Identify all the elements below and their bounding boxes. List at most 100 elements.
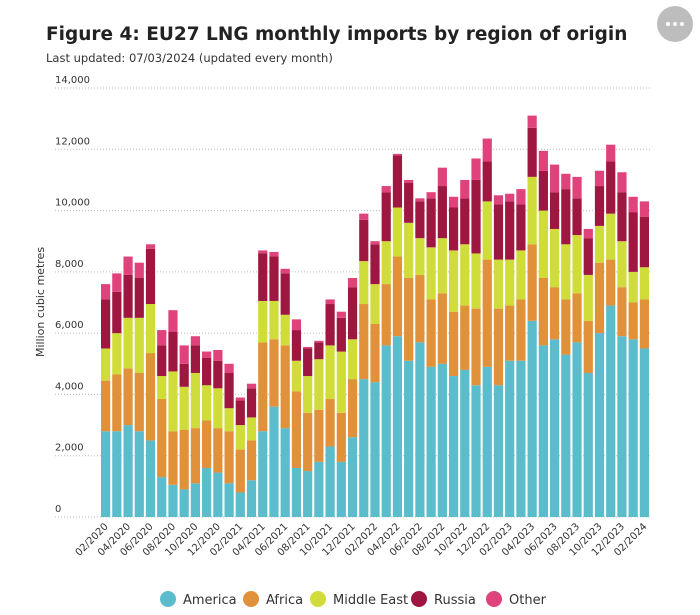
bar-segment xyxy=(516,360,526,517)
bar-segment xyxy=(145,440,156,517)
bar-segment xyxy=(235,449,245,493)
bar-segment xyxy=(101,299,111,349)
bar-segment xyxy=(572,198,582,236)
bar-segment xyxy=(404,179,414,183)
bar-segment xyxy=(617,241,627,288)
bar-segment xyxy=(123,317,133,369)
bar-segment xyxy=(246,388,257,418)
bar-segment xyxy=(258,253,268,301)
bar-segment xyxy=(213,428,223,473)
bar-segment xyxy=(112,431,122,517)
bar-segment xyxy=(493,308,504,386)
bar-segment xyxy=(404,277,414,361)
bar-segment xyxy=(381,192,391,242)
bar-segment xyxy=(415,201,425,239)
bar-segment xyxy=(269,300,279,340)
y-tick-label: 6,000 xyxy=(55,320,84,331)
bar-segment xyxy=(359,261,369,305)
bar-segment xyxy=(325,299,335,305)
menu-button[interactable] xyxy=(657,6,693,42)
bar-segment xyxy=(246,383,257,389)
bar-segment xyxy=(606,305,616,517)
bar-segment xyxy=(246,480,257,517)
bar-segment xyxy=(505,360,515,517)
legend-swatch xyxy=(160,591,176,607)
bar-segment xyxy=(594,333,605,517)
legend-label: Middle East xyxy=(333,593,408,608)
bar-segment xyxy=(482,366,492,517)
bar-segment xyxy=(359,379,369,517)
bar-segment xyxy=(392,336,403,517)
y-axis-label: Million cubic metres xyxy=(34,247,47,357)
bar-segment xyxy=(280,345,290,429)
bar-segment xyxy=(101,348,111,381)
bar-segment xyxy=(471,385,481,517)
bar-segment xyxy=(325,399,335,447)
bar-segment xyxy=(246,417,257,441)
bar-segment xyxy=(280,428,290,517)
bar-segment xyxy=(145,248,156,305)
bar-segment xyxy=(628,271,638,303)
bar-segment xyxy=(303,376,313,413)
bar-segment xyxy=(505,201,515,260)
bar-segment xyxy=(606,161,616,214)
y-tick-label: 12,000 xyxy=(55,136,90,147)
bar-segment xyxy=(426,366,436,517)
bar-segment xyxy=(123,368,133,426)
y-tick-label: 14,000 xyxy=(55,75,90,86)
bar-segment xyxy=(426,247,436,300)
bar-segment xyxy=(179,345,189,364)
bar-segment xyxy=(269,251,279,257)
bar-segment xyxy=(527,176,537,245)
bar-segment xyxy=(460,244,470,306)
bar-segment xyxy=(325,304,335,346)
bar-segment xyxy=(168,431,178,485)
bar-segment xyxy=(101,380,111,432)
bar-segment xyxy=(448,311,459,377)
bar-segment xyxy=(314,409,324,462)
bar-segment xyxy=(336,351,346,413)
bar-segment xyxy=(179,363,189,387)
bar-segment xyxy=(505,305,515,361)
bar-segment xyxy=(224,431,234,484)
bar-segment xyxy=(493,195,504,205)
y-tick-label: 8,000 xyxy=(55,259,84,270)
bar-segment xyxy=(157,477,167,517)
legend-swatch xyxy=(243,591,259,607)
bar-segment xyxy=(347,287,358,340)
bar-segment xyxy=(370,284,380,324)
bar-segment xyxy=(460,179,470,199)
bar-segment xyxy=(202,467,212,517)
bar-segment xyxy=(583,320,593,373)
bar-segment xyxy=(617,192,627,242)
bar-segment xyxy=(359,219,369,262)
legend-label: America xyxy=(183,593,237,608)
bar-segment xyxy=(549,339,560,517)
bar-segment xyxy=(437,238,447,294)
bar-segment xyxy=(404,360,414,517)
bar-segment xyxy=(224,372,234,409)
bar-segment xyxy=(482,201,492,260)
bar-segment xyxy=(258,342,268,432)
bar-segment xyxy=(594,186,605,226)
bar-segment xyxy=(482,138,492,162)
bar-segment xyxy=(493,259,504,309)
menu-dot xyxy=(673,22,677,26)
bar-segment xyxy=(561,173,571,190)
bar-segment xyxy=(359,304,369,380)
bar-segment xyxy=(505,193,515,202)
bar-segment xyxy=(303,348,313,377)
bar-segment xyxy=(190,483,201,517)
chart-subtitle: Last updated: 07/03/2024 (updated every … xyxy=(46,51,333,65)
legend-swatch xyxy=(486,591,502,607)
bar-segment xyxy=(471,179,481,254)
bar-segment xyxy=(145,244,156,249)
bar-segment xyxy=(269,406,279,517)
bar-segment xyxy=(168,331,178,372)
bar-segment xyxy=(404,222,414,278)
bar-segment xyxy=(415,274,425,343)
bar-segment xyxy=(639,201,649,217)
bar-segment xyxy=(415,342,425,517)
menu-dot xyxy=(666,22,670,26)
bar-segment xyxy=(437,167,447,187)
